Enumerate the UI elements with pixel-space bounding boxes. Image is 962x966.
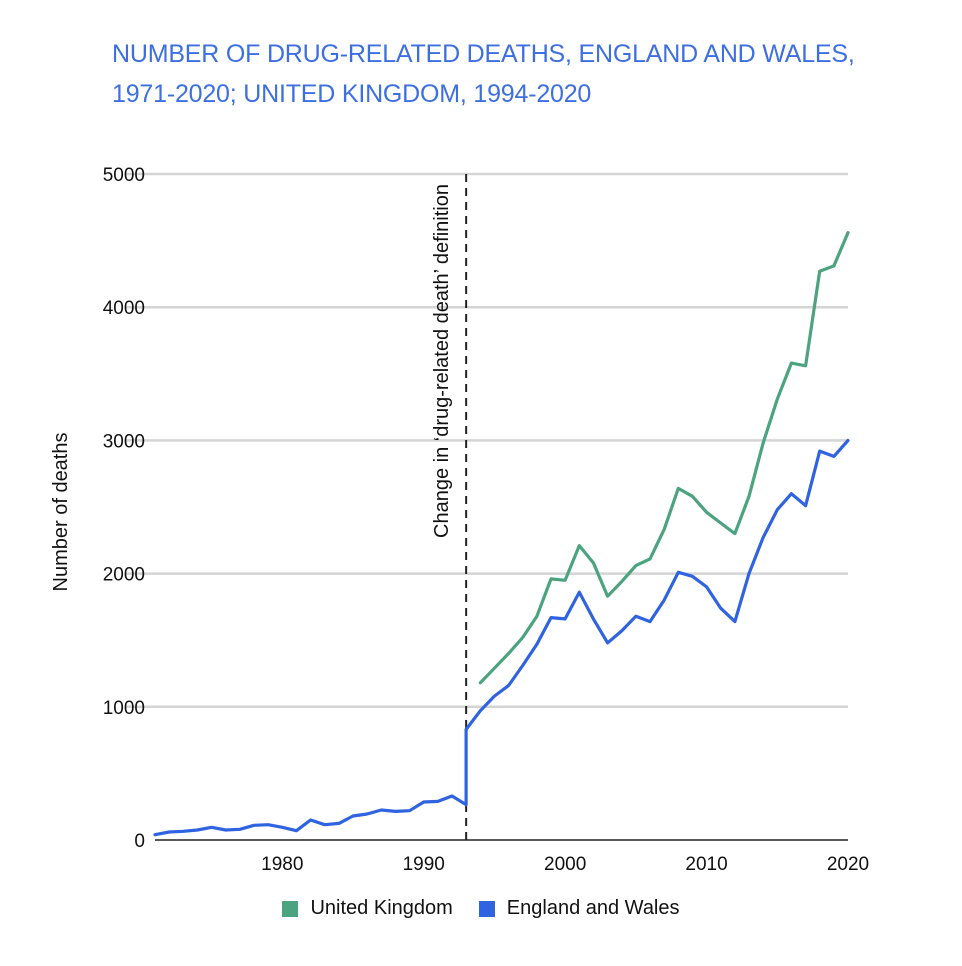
y-tick-label: 0 <box>134 831 145 852</box>
series-lines <box>155 233 848 835</box>
legend-item: England and Wales <box>479 897 680 920</box>
legend-label: United Kingdom <box>310 897 452 920</box>
y-tick-label: 4000 <box>103 298 145 319</box>
x-tick-label: 1990 <box>403 854 445 875</box>
x-tick-label: 2020 <box>827 854 869 875</box>
legend: United Kingdom England and Wales <box>0 897 962 920</box>
y-axis-title: Number of deaths <box>50 433 72 592</box>
x-tick-label: 2010 <box>685 854 727 875</box>
y-tick-label: 5000 <box>103 165 145 186</box>
definition-change-annotation: Change in ‘drug-related death’ definitio… <box>431 184 453 538</box>
x-tick-label: 2000 <box>544 854 586 875</box>
series-line-england-and-wales <box>155 440 848 834</box>
y-tick-label: 2000 <box>103 565 145 586</box>
legend-label: England and Wales <box>507 897 680 920</box>
x-tick-labels: 1980 1990 2000 2010 2020 <box>261 854 869 875</box>
legend-item: United Kingdom <box>282 897 452 920</box>
y-tick-label: 1000 <box>103 698 145 719</box>
legend-swatch <box>282 901 298 917</box>
legend-swatch <box>479 901 495 917</box>
x-tick-label: 1980 <box>261 854 303 875</box>
series-line-united-kingdom <box>480 233 848 683</box>
y-tick-label: 3000 <box>103 431 145 452</box>
grid-lines <box>125 174 848 707</box>
y-tick-labels: 0 1000 2000 3000 4000 5000 <box>103 165 145 852</box>
